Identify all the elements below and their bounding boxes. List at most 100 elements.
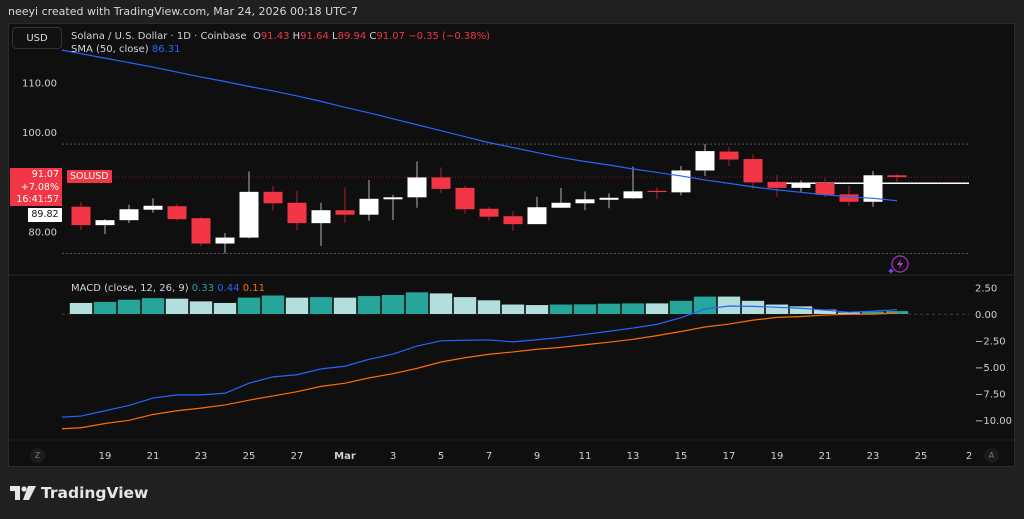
macd-axis-label: −10.00 [975,416,1012,427]
candle-body [191,218,211,244]
histogram-bar [213,302,237,315]
macd-histogram [69,291,909,315]
price-axis-label: 100.00 [22,128,57,139]
tradingview-logo-icon [10,486,36,500]
time-axis-label: 27 [291,451,304,462]
chart-credit: neeyi created with TradingView.com, Mar … [8,5,358,18]
auto-scale-button[interactable]: A [984,448,999,463]
candle-body [407,177,427,198]
candle-body [143,205,163,210]
histogram-bar [693,295,717,315]
sma-label: SMA (50, close) [71,44,149,55]
timezone-button[interactable]: Z [30,448,45,463]
time-axis-label: 25 [915,451,928,462]
sma-value: 86.31 [151,44,181,55]
histogram-bar [789,305,813,315]
time-axis-label: 21 [819,451,832,462]
sma-line [61,49,898,202]
high-value: 91.64 [300,31,329,42]
histogram-bar [885,310,909,315]
histogram-bar [741,300,765,315]
time-axis-label: 13 [627,451,640,462]
time-axis-label: 15 [675,451,688,462]
macd-axis-label: 2.50 [975,283,997,294]
time-axis-label: 19 [771,451,784,462]
close-value: 91.07 [376,31,406,42]
change-value: −0.35 (−0.38%) [408,31,490,42]
candle-body [359,198,379,215]
candle-body [479,208,499,217]
histogram-bar [189,300,213,315]
histogram-bar [429,292,453,315]
histogram-bar [573,303,597,315]
histogram-bar [141,297,165,315]
candle-body [887,175,907,178]
candle-body [815,182,835,195]
candle-body [863,175,883,202]
bar-countdown: 16:41:57 [16,194,59,205]
candle-body [719,151,739,160]
high-label: H [292,31,301,42]
low-value: 89.94 [337,31,367,42]
chart-panel[interactable] [8,23,1015,467]
macd-label: MACD (close, 12, 26, 9) [71,283,189,294]
price-axis-label: 110.00 [22,79,57,90]
candle-body [263,191,283,204]
time-axis-label: 17 [723,451,736,462]
time-axis-label: 23 [195,451,208,462]
candle-body [215,237,235,244]
histogram-bar [765,303,789,315]
candles [71,144,907,254]
candle-body [71,206,91,226]
histogram-bar [333,297,357,315]
candle-body [527,207,547,225]
candle-body [839,194,859,202]
macd-axis-label: −5.00 [975,363,1006,374]
candle-body [119,209,139,221]
histogram-bar [549,303,573,315]
candle-body [239,191,259,238]
histogram-bar [261,294,285,315]
time-axis-label: 9 [534,451,540,462]
histogram-bar [453,296,477,315]
prev-price-tag: 89.82 [28,208,62,222]
tradingview-logo[interactable]: TradingView [10,484,148,502]
histogram-bar [381,294,405,315]
candle-body [575,199,595,204]
histogram-bar [357,295,381,315]
macd-axis-label: 0.00 [975,310,997,321]
candle-body [791,182,811,188]
sma-legend[interactable]: SMA (50, close) 86.31 [71,44,180,55]
symbol-description[interactable]: Solana / U.S. Dollar · 1D · Coinbase [71,31,247,42]
candle-body [767,181,787,188]
candle-body [503,216,523,225]
time-axis-label: 2 [966,451,972,462]
candle-body [647,190,667,193]
macd-signal-value: 0.11 [242,283,265,294]
last-price: 91.07 [31,169,59,180]
macd-axis-label: −2.50 [975,336,1006,347]
macd-legend[interactable]: MACD (close, 12, 26, 9) 0.33 0.44 0.11 [71,283,265,294]
candle-body [743,159,763,183]
open-value: 91.43 [260,31,290,42]
histogram-bar [117,299,141,315]
histogram-bar [477,299,501,315]
histogram-bar [645,302,669,315]
macd-line [61,305,898,418]
price-axis-label: 80.00 [28,228,57,239]
time-axis-label: 25 [243,451,256,462]
time-axis-label: 19 [99,451,112,462]
time-axis-label: 5 [438,451,444,462]
close-label: C [369,31,377,42]
candle-body [335,210,355,215]
candle-body [455,187,475,210]
candle-body [551,202,571,208]
histogram-bar [93,301,117,315]
currency-button[interactable]: USD [12,27,62,49]
open-label: O [252,31,261,42]
macd-line-value: 0.44 [217,283,240,294]
lightning-icon[interactable] [888,255,909,274]
candle-body [383,197,403,200]
time-axis-label: 21 [147,451,160,462]
